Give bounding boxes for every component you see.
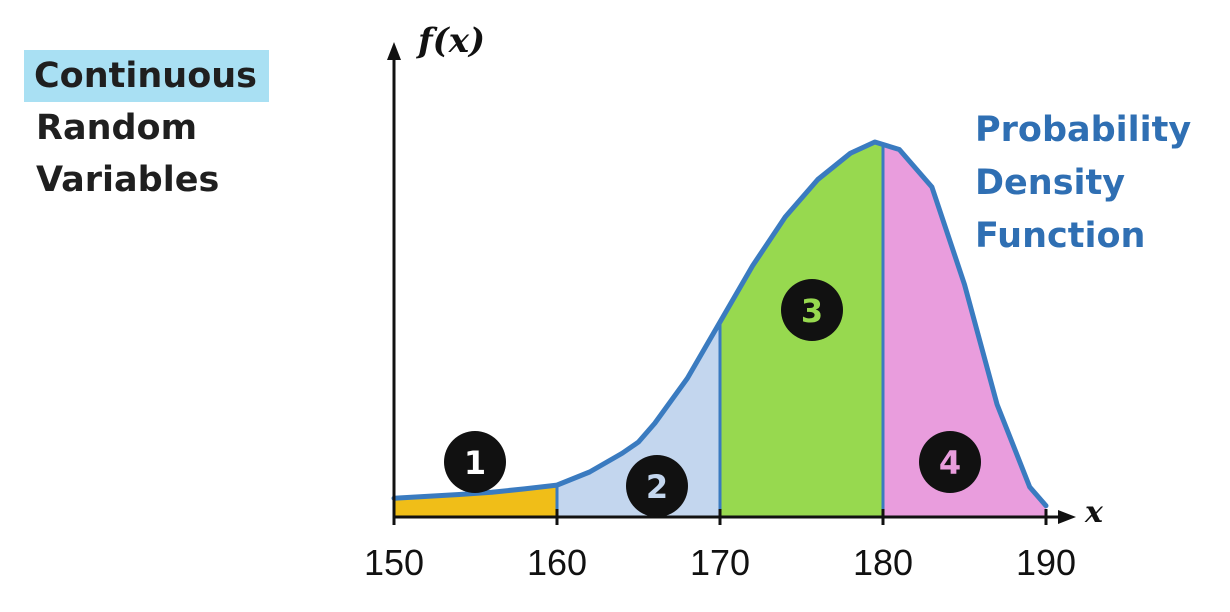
title-highlighted-word: Continuous [24, 50, 270, 102]
region-2-badge [626, 455, 688, 517]
x-tick-label: 160 [527, 542, 587, 583]
region-4-area [883, 144, 1046, 517]
pdf-caption-line-1: Probability [975, 110, 1192, 150]
region-1-area [394, 485, 557, 517]
region-1-label: 1 [464, 444, 486, 482]
region-3-label: 3 [801, 292, 823, 330]
region-4-badge [919, 431, 981, 493]
x-tick-label: 180 [853, 542, 913, 583]
x-axis-arrow [1058, 510, 1076, 524]
y-axis-arrow [387, 42, 401, 60]
x-ticks: 150 160 170 180 190 [364, 509, 1076, 583]
x-tick-label: 170 [690, 542, 750, 583]
x-axis-label: x [1084, 495, 1104, 530]
y-axis-label: f(x) [416, 21, 485, 61]
title-line-2: Random [36, 108, 198, 148]
x-tick-label: 150 [364, 542, 424, 583]
region-1-badge [444, 431, 506, 493]
slide-title: Continuous Random Variables [24, 50, 270, 206]
pdf-caption-line-2: Density [975, 163, 1126, 203]
pdf-caption: Probability Density Function [975, 104, 1191, 263]
pdf-caption-line-3: Function [975, 216, 1146, 256]
density-curve [391, 139, 1049, 509]
region-2-label: 2 [646, 468, 668, 506]
region-3-badge [781, 279, 843, 341]
title-line-3: Variables [36, 160, 220, 200]
x-tick-label: 190 [1016, 542, 1076, 583]
region-badges: 1 2 3 4 [444, 279, 981, 517]
region-4-label: 4 [939, 444, 961, 482]
